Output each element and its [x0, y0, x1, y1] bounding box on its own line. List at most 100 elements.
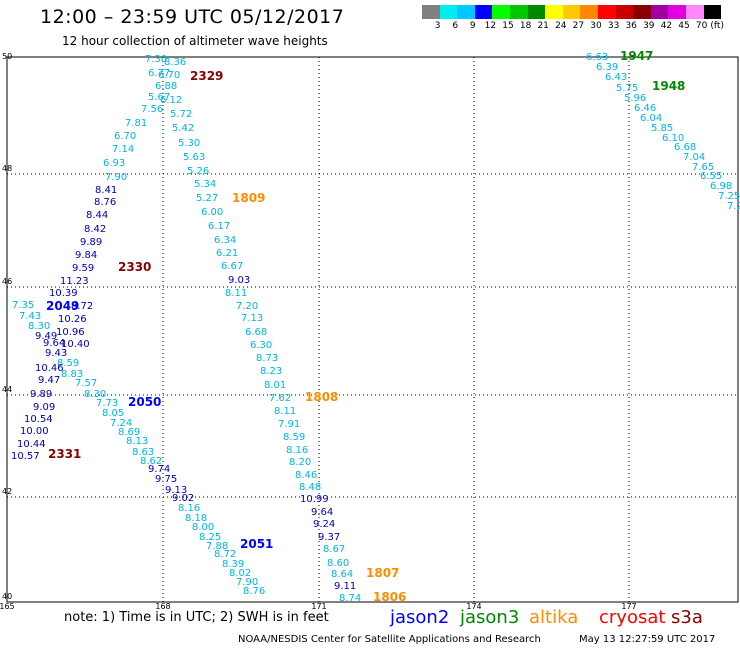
legend-swatch	[545, 5, 563, 19]
wave-height-value: 8.59	[57, 358, 79, 369]
legend-swatch	[703, 5, 722, 19]
legend-label: 6	[452, 21, 459, 31]
wave-height-value: 8.01	[264, 380, 286, 391]
wave-height-value: 7.2	[727, 201, 740, 212]
wave-height-value: 5.27	[196, 193, 218, 204]
credit-text: NOAA/NESDIS Center for Satellite Applica…	[238, 634, 541, 645]
wave-height-value: 7.04	[683, 152, 705, 163]
wave-height-value: 6.12	[160, 95, 182, 106]
wave-height-value: 6.88	[155, 81, 177, 92]
wave-height-value: 5.85	[651, 123, 673, 134]
satellite-name: altika	[529, 607, 579, 628]
satellite-name: cryosat	[599, 607, 666, 628]
wave-height-value: 8.67	[323, 544, 345, 555]
wave-height-value: 10.54	[24, 414, 53, 425]
wave-height-value: 9.49	[35, 331, 57, 342]
track-label: 1809	[232, 191, 265, 205]
wave-height-value: 8.16	[286, 445, 308, 456]
legend-label: 15	[502, 21, 514, 31]
lat-label: 44	[2, 385, 12, 394]
wave-height-value: 8.64	[331, 569, 353, 580]
lon-label: 168	[155, 602, 170, 611]
wave-height-value: 7.73	[96, 398, 118, 409]
legend-swatch	[597, 5, 616, 19]
wave-height-value: 8.46	[295, 470, 317, 481]
wave-height-value: 6.68	[245, 327, 267, 338]
wave-height-value: 7.25	[718, 191, 740, 202]
wave-height-value: 7.56	[141, 104, 163, 115]
legend-label: 30	[590, 21, 602, 31]
wave-height-value: 5.67	[148, 92, 170, 103]
legend-label: 36	[625, 21, 637, 31]
wave-height-value: 6.68	[674, 142, 696, 153]
wave-height-value: 6.70	[114, 131, 136, 142]
wave-height-value: 10.44	[17, 439, 46, 450]
wave-height-value: 8.76	[243, 586, 265, 597]
chart-subtitle: 12 hour collection of altimeter wave hei…	[62, 34, 328, 48]
wave-height-value: 8.76	[94, 197, 116, 208]
legend-label: 45	[678, 21, 690, 31]
wave-height-value: 10.99	[300, 494, 329, 505]
wave-height-value: 10.40	[61, 339, 90, 350]
wave-height-value: 8.41	[95, 185, 117, 196]
legend-swatch	[439, 5, 458, 19]
track-label: 2051	[240, 537, 273, 551]
wave-height-value: 7.65	[692, 162, 714, 173]
wave-height-value: 9.02	[172, 493, 194, 504]
legend-swatch	[668, 5, 686, 19]
wave-height-value: 6.34	[214, 235, 236, 246]
lon-label: 165	[0, 602, 15, 611]
wave-height-value: 6.30	[250, 340, 272, 351]
wave-height-value: 9.47	[38, 375, 60, 386]
track-label: 2049	[46, 299, 79, 313]
wave-height-value: 6.63	[586, 52, 608, 63]
wave-height-value: 9.43	[45, 348, 67, 359]
legend-label: 3	[434, 21, 441, 31]
legend-label: (ft)	[710, 21, 724, 31]
wave-height-value: 8.23	[260, 366, 282, 377]
wave-height-value: 9.59	[72, 263, 94, 274]
wave-height-value: 8.30	[84, 389, 106, 400]
wave-height-value: 6.55	[700, 171, 722, 182]
legend-swatch	[562, 5, 581, 19]
wave-height-value: 7.81	[125, 118, 147, 129]
wave-height-value: 5.72	[170, 109, 192, 120]
wave-height-value: 8.63	[132, 447, 154, 458]
legend-label: 33	[607, 21, 620, 31]
color-scale-legend	[422, 5, 722, 19]
legend-label: 9	[469, 21, 476, 31]
track-label: 1947	[620, 49, 653, 63]
wave-height-value: 10.96	[56, 327, 85, 338]
legend-swatch	[685, 5, 704, 19]
wave-height-value: 7.13	[241, 313, 263, 324]
wave-height-value: 7.90	[105, 172, 127, 183]
legend-label: 12	[484, 21, 497, 31]
legend-label: 42	[660, 21, 673, 31]
wave-height-value: 9.37	[318, 532, 340, 543]
wave-height-value: 8.13	[126, 436, 148, 447]
map-frame	[6, 56, 739, 603]
legend-swatch	[615, 5, 634, 19]
wave-height-value: 6.93	[103, 158, 125, 169]
wave-height-value: 8.36	[164, 57, 186, 68]
wave-height-value: 8.42	[84, 224, 106, 235]
wave-height-value: 6.21	[216, 248, 238, 259]
wave-height-value: 8.69	[118, 427, 140, 438]
wave-height-value: 10.00	[20, 426, 49, 437]
legend-label: 39	[643, 21, 655, 31]
wave-height-value: 7.30	[145, 54, 167, 65]
legend-swatch	[457, 5, 475, 19]
legend-swatch	[527, 5, 546, 19]
wave-height-value: 8.11	[274, 406, 296, 417]
wave-height-value: 9.84	[75, 250, 97, 261]
wave-height-value: 8.60	[327, 558, 349, 569]
wave-height-value: 5.42	[172, 123, 194, 134]
wave-height-value: 7.35	[12, 300, 34, 311]
wave-height-value: 10.26	[58, 314, 87, 325]
wave-height-value: 7.24	[110, 418, 132, 429]
wave-height-value: 8.72	[214, 549, 236, 560]
wave-height-value: 9.03	[228, 275, 250, 286]
track-label: 1807	[366, 566, 399, 580]
wave-height-value: 7.62	[269, 393, 291, 404]
wave-height-value: 6.77	[148, 68, 170, 79]
